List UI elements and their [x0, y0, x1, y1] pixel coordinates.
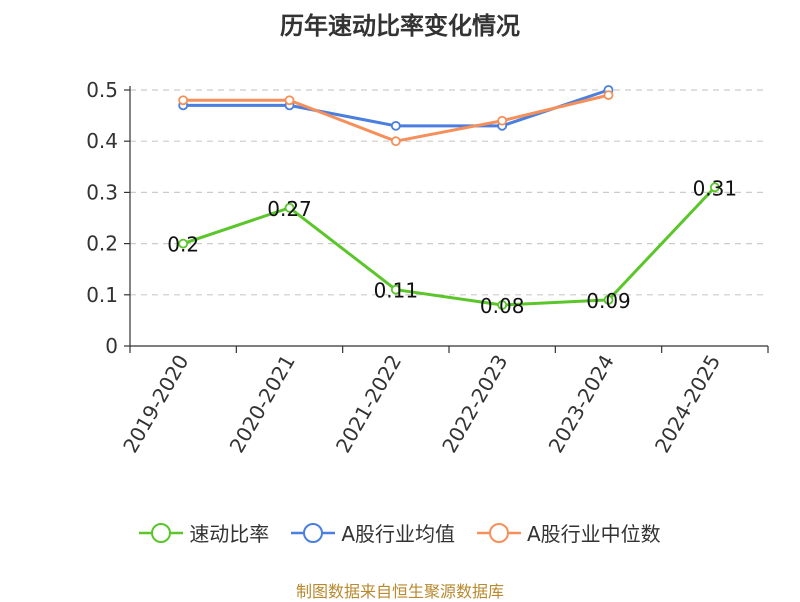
legend-line-icon: [291, 522, 336, 543]
data-point: [390, 136, 401, 147]
y-tick-label: 0: [105, 334, 118, 358]
x-tick-label: 2019-2020: [118, 351, 193, 457]
data-point: [497, 300, 508, 310]
x-tick-label: 2021-2022: [331, 351, 406, 457]
data-point: [284, 202, 295, 213]
data-label: 0.11: [374, 279, 419, 303]
data-label: 0.2: [167, 233, 199, 257]
data-point: [284, 95, 295, 106]
legend: 速动比率 A股行业均值 A股行业中位数: [0, 518, 800, 547]
y-tick-label: 0.4: [86, 129, 118, 153]
data-point: [603, 295, 614, 305]
y-tick-label: 0.5: [86, 78, 118, 102]
data-point: [603, 90, 614, 101]
data-label: 0.31: [693, 176, 738, 200]
data-point: [390, 284, 401, 295]
series-line: [183, 93, 609, 143]
y-tick-label: 0.2: [86, 232, 118, 256]
x-tick-label: 2024-2025: [650, 351, 725, 457]
legend-item[interactable]: 速动比率: [139, 518, 269, 547]
y-tick-label: 0.3: [86, 180, 118, 204]
data-label: 0.09: [586, 289, 631, 313]
legend-label: A股行业均值: [341, 522, 455, 546]
data-point: [709, 182, 720, 193]
data-label: 0.08: [480, 294, 525, 318]
x-tick-label: 2022-2023: [437, 350, 512, 456]
legend-item[interactable]: A股行业均值: [291, 518, 455, 547]
data-point: [390, 120, 401, 131]
data-point: [497, 115, 508, 126]
y-tick-label: 0.1: [86, 283, 118, 307]
series-line: [183, 88, 609, 128]
data-point: [178, 95, 189, 106]
data-point: [178, 238, 189, 249]
source-note: 制图数据来自恒生聚源数据库: [295, 582, 504, 601]
chart-title: 历年速动比率变化情况: [280, 12, 520, 40]
x-tick-label: 2023-2024: [544, 351, 619, 457]
legend-line-icon: [477, 522, 521, 543]
data-label: 0.27: [267, 197, 312, 221]
series-line: [182, 186, 716, 307]
legend-label: A股行业中位数: [527, 522, 661, 546]
legend-label: 速动比率: [189, 522, 270, 546]
x-tick-label: 2020-2021: [225, 351, 300, 457]
legend-item[interactable]: A股行业中位数: [477, 518, 661, 547]
legend-line-icon: [139, 522, 184, 543]
